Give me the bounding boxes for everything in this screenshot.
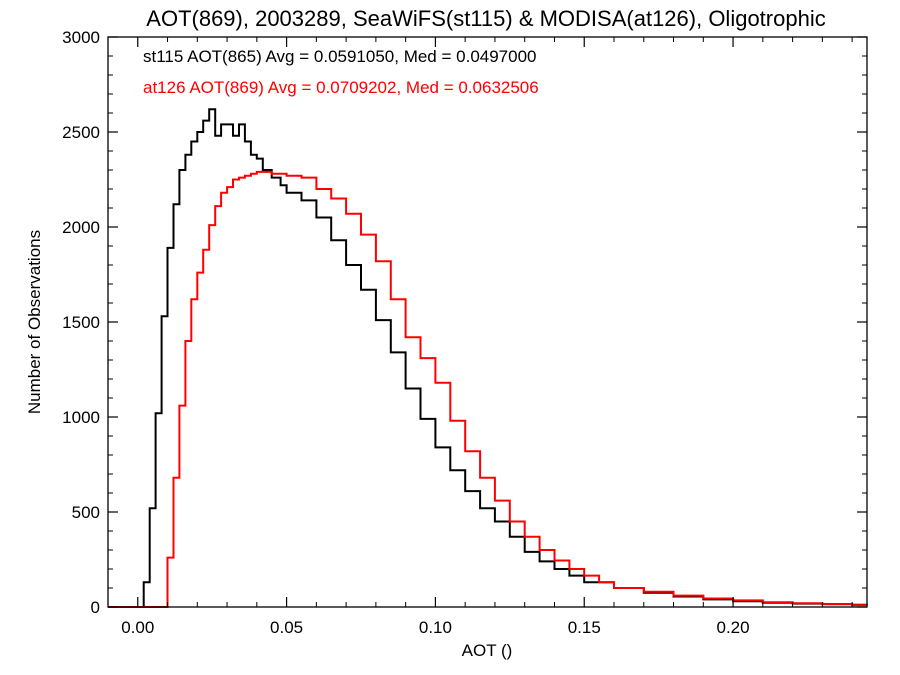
y-tick-label: 500 xyxy=(72,503,100,522)
series-layer xyxy=(108,108,868,608)
y-tick-label: 1000 xyxy=(62,408,100,427)
x-axis-ticks: 0.00 0.05 0.10 0.15 0.20 xyxy=(107,37,853,637)
annotation-at126: at126 AOT(869) Avg = 0.0709202, Med = 0.… xyxy=(143,78,539,97)
y-axis-label: Number of Observations xyxy=(25,230,44,414)
y-tick-label: 3000 xyxy=(62,28,100,47)
y-tick-label: 0 xyxy=(91,598,100,617)
x-axis-label: AOT () xyxy=(462,641,513,660)
series-line-1 xyxy=(108,170,868,608)
annotation-st115: st115 AOT(865) Avg = 0.0591050, Med = 0.… xyxy=(143,47,537,66)
x-tick-label: 0.20 xyxy=(717,618,750,637)
x-tick-label: 0.05 xyxy=(270,618,303,637)
x-tick-label: 0.10 xyxy=(419,618,452,637)
x-tick-label: 0.15 xyxy=(568,618,601,637)
y-axis-ticks: 0 500 1000 1500 2000 2500 3000 xyxy=(62,28,867,617)
x-tick-label: 0.00 xyxy=(121,618,154,637)
chart-title: AOT(869), 2003289, SeaWiFS(st115) & MODI… xyxy=(146,6,825,31)
y-tick-label: 1500 xyxy=(62,313,100,332)
y-tick-label: 2500 xyxy=(62,123,100,142)
y-tick-label: 2000 xyxy=(62,218,100,237)
